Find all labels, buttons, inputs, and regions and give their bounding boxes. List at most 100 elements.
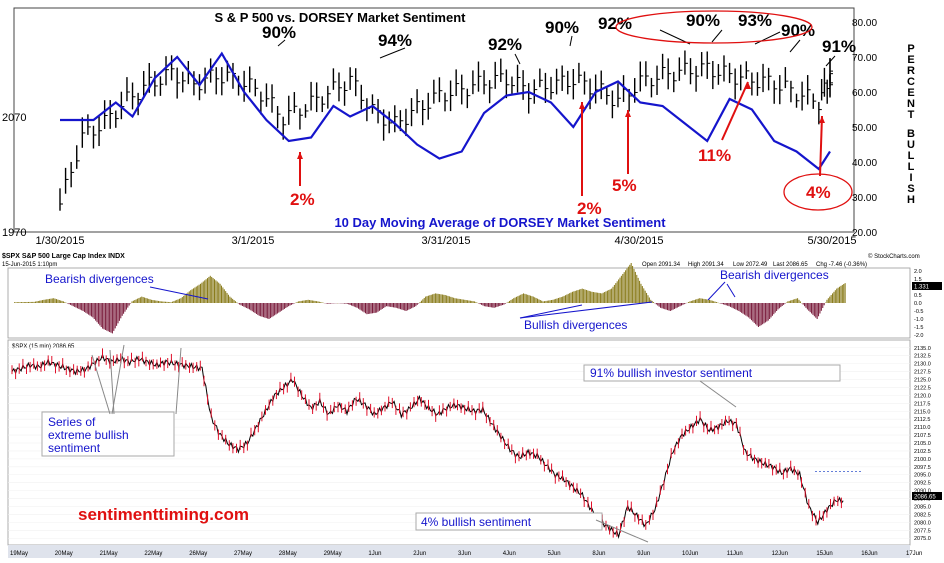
indicator-bar: [110, 303, 111, 333]
indicator-bar: [352, 303, 353, 306]
date-tick: 26May: [189, 551, 207, 557]
indicator-bar: [538, 299, 539, 303]
date-tick: 8Jun: [592, 551, 605, 557]
indicator-bar: [729, 303, 730, 306]
indicator-bar: [164, 302, 165, 303]
indicator-bar: [668, 303, 669, 311]
indicator-bar: [242, 303, 243, 306]
indicator-bar: [428, 296, 429, 303]
date-tick: 16Jun: [861, 551, 877, 557]
indicator-bar: [109, 303, 110, 332]
indicator-bar: [494, 303, 495, 308]
indicator-bar: [659, 303, 660, 307]
indicator-bar: [667, 303, 668, 310]
indicator-bar: [450, 297, 451, 303]
indicator-bar: [456, 298, 457, 303]
indicator-bar: [713, 301, 714, 303]
indicator-bar: [42, 300, 43, 303]
indicator-bar: [808, 303, 809, 311]
indicator-bar: [271, 303, 272, 317]
indicator-bar: [345, 303, 346, 304]
indicator-bar: [310, 300, 311, 303]
indicator-bar: [470, 301, 471, 303]
indicator-bar: [833, 292, 834, 303]
indicator-bar: [688, 302, 689, 303]
indicator-bar: [569, 293, 570, 303]
indicator-bar: [741, 303, 742, 313]
top-x-tick: 5/30/2015: [808, 235, 857, 247]
indicator-bar: [245, 303, 246, 307]
indicator-bar: [593, 292, 594, 303]
indicator-bar: [330, 303, 331, 304]
indicator-bar: [113, 303, 114, 331]
indicator-bar: [666, 303, 667, 310]
indicator-bar: [495, 303, 496, 307]
indicator-bar: [87, 303, 88, 314]
indicator-bar: [502, 303, 503, 305]
indicator-bar: [46, 299, 47, 303]
indicator-bar: [256, 303, 257, 314]
price-tick: 2082.5: [914, 512, 931, 518]
indicator-bar: [646, 293, 647, 303]
date-tick: 19May: [10, 551, 28, 557]
indicator-bar: [812, 303, 813, 315]
indicator-bar: [389, 303, 390, 307]
indicator-bar: [180, 298, 181, 303]
indicator-bar: [57, 300, 58, 303]
indicator-bar: [136, 299, 137, 303]
indicator-bar: [210, 276, 211, 303]
indicator-bar: [90, 303, 91, 316]
indicator-bar: [508, 302, 509, 303]
indicator-bar: [839, 287, 840, 303]
indicator-bar: [807, 303, 808, 309]
top-annotation-red: 2%: [290, 190, 315, 209]
indicator-bar: [35, 302, 36, 303]
indicator-bar: [257, 303, 258, 315]
date-tick: 9Jun: [637, 551, 650, 557]
indicator-bar: [790, 300, 791, 303]
indicator-bar: [607, 291, 608, 303]
indicator-bar: [439, 294, 440, 303]
indicator-bar: [378, 303, 379, 312]
indicator-bar: [696, 299, 697, 303]
indicator-bar: [27, 302, 28, 303]
indicator-bar: [166, 302, 167, 303]
indicator-bar: [466, 300, 467, 303]
indicator-bar: [779, 303, 780, 308]
indicator-bar: [267, 303, 268, 319]
top-annotation-black: 94%: [378, 31, 412, 50]
indicator-bar: [266, 303, 267, 318]
indicator-bar: [803, 303, 804, 305]
indicator-bar: [656, 303, 657, 304]
indicator-bar: [296, 302, 297, 303]
date-tick: 20May: [55, 551, 73, 557]
indicator-bar: [663, 303, 664, 309]
indicator-bar: [565, 295, 566, 303]
indicator-bar: [491, 303, 492, 307]
indicator-bar: [520, 295, 521, 303]
indicator-bar: [162, 302, 163, 303]
indicator-bar: [315, 301, 316, 303]
indicator-bar: [36, 301, 37, 303]
indicator-bar: [117, 303, 118, 323]
indicator-bar: [59, 300, 60, 303]
indicator-bar: [524, 294, 525, 303]
indicator-bar: [517, 296, 518, 303]
indicator-bar: [43, 300, 44, 303]
indicator-bar: [78, 303, 79, 309]
indicator-bar: [766, 303, 767, 322]
indicator-bar: [629, 265, 630, 303]
indicator-bar: [236, 302, 237, 303]
indicator-bar: [782, 303, 783, 306]
price-tick: 2127.5: [914, 370, 931, 376]
indicator-bar: [116, 303, 117, 326]
annot-series-line2: extreme bullish: [48, 428, 129, 442]
indicator-bar: [661, 303, 662, 308]
indicator-bar: [292, 303, 293, 304]
indicator-bar: [32, 302, 33, 303]
indicator-bar: [543, 301, 544, 303]
indicator-bar: [605, 291, 606, 303]
indicator-bar: [408, 303, 409, 310]
indicator-bar: [515, 298, 516, 303]
indicator-bar: [413, 303, 414, 308]
